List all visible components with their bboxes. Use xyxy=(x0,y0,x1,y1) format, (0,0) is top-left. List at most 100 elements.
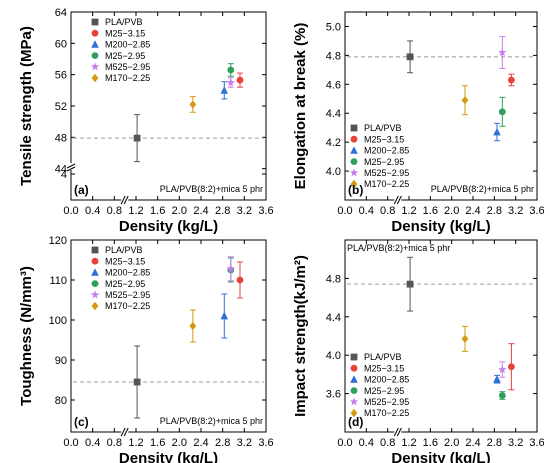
legend-marker xyxy=(350,353,358,361)
legend-entry: M170−2.25 xyxy=(105,73,150,83)
legend-entry: M25−3.15 xyxy=(364,363,404,373)
x-tick-label: 3.2 xyxy=(237,437,252,449)
x-tick-label: 1.2 xyxy=(401,437,416,449)
data-point-m525-2-95 xyxy=(226,256,235,282)
x-tick-label: 2.8 xyxy=(487,205,502,217)
x-tick-label: 0.4 xyxy=(85,205,100,217)
y-axis-title: Tensile strength (MPa) xyxy=(18,26,35,186)
data-point-pla-pvb xyxy=(133,345,141,419)
legend-marker xyxy=(91,40,99,48)
legend-marker xyxy=(350,387,358,394)
legend-entry: PLA/PVB xyxy=(105,245,143,255)
x-tick-label: 0.4 xyxy=(359,437,374,449)
x-tick-label: 3.2 xyxy=(508,437,523,449)
legend-marker xyxy=(350,146,358,154)
y-tick-label: 48 xyxy=(55,132,67,144)
data-marker xyxy=(508,76,515,84)
x-tick-label: 2.4 xyxy=(465,205,480,217)
data-point-m200-2-85 xyxy=(493,374,501,384)
chart-panel-c: 0.0 0.4 0.8 1.2 1.6 2.0 2.4 2.8 3.2 3.6 80 90 100 110… xyxy=(18,235,274,463)
data-marker xyxy=(406,53,414,61)
x-tick-label: 0.8 xyxy=(107,437,122,449)
y-tick-label: 5.0 xyxy=(326,21,341,33)
y-tick-label: 4.6 xyxy=(326,79,341,91)
data-point-m25-3-15 xyxy=(236,72,244,88)
legend-entry: PLA/PVB xyxy=(364,123,402,133)
chart-panel-a: 0.0 0.4 0.8 1.2 1.6 2.0 2.4 2.8 3.2 3.6 444 48 52 56 6… xyxy=(18,7,274,235)
x-axis-break-gap xyxy=(394,197,402,203)
x-tick-label: 0.0 xyxy=(337,205,352,217)
data-point-m525-2-95 xyxy=(498,361,507,378)
data-point-m25-3-15 xyxy=(508,343,515,391)
data-marker xyxy=(461,96,469,105)
x-tick-label: 0.8 xyxy=(380,205,395,217)
y-tick-label: 4.8 xyxy=(326,50,341,62)
legend-entry: M170−2.25 xyxy=(105,301,150,311)
y-tick-label: 4.0 xyxy=(326,166,341,178)
data-marker xyxy=(133,134,141,142)
legend-entry: M25−2.95 xyxy=(105,279,145,289)
legend-entry: M25−2.95 xyxy=(364,157,404,167)
y-axis-title: Toughness (N/mm³) xyxy=(18,266,35,406)
y-tick-label: 80 xyxy=(55,395,67,407)
legend-marker xyxy=(350,375,358,383)
legend-entry: M525−2.95 xyxy=(105,62,150,72)
legend-marker xyxy=(350,135,358,143)
plot-frame xyxy=(70,11,267,201)
x-axis-title: Density (kg/L) xyxy=(391,450,490,463)
legend-entry: PLA/PVB xyxy=(105,17,143,27)
y-tick-label: 4 xyxy=(61,169,67,181)
legend-marker xyxy=(91,52,99,59)
y-tick-label: 60 xyxy=(55,38,67,50)
data-point-m25-2-95 xyxy=(498,96,506,127)
x-axis-title: Density (kg/L) xyxy=(391,218,490,235)
data-point-m25-2-95 xyxy=(498,391,506,400)
legend-entry: M170−2.25 xyxy=(364,179,409,189)
chart-panel-b: 0.0 0.4 0.8 1.2 1.6 2.0 2.4 2.8 3.2 3.6 4.0 4.2 4.4 4… xyxy=(292,11,545,235)
data-marker xyxy=(236,76,244,84)
y-tick-label: 100 xyxy=(49,315,67,327)
data-marker xyxy=(226,78,235,87)
y-axis-break-mark xyxy=(66,166,76,172)
legend-marker xyxy=(91,18,99,26)
x-axis-break-mark xyxy=(393,195,399,205)
legend-entry: M525−2.95 xyxy=(105,290,150,300)
data-point-m170-2-25 xyxy=(461,85,469,116)
data-point-m25-3-15 xyxy=(508,73,515,87)
chart-panel-d: 0.0 0.4 0.8 1.2 1.6 2.0 2.4 2.8 3.2 3.6 3.6 4.0 4.4 4… xyxy=(292,239,545,463)
x-axis-break-mark xyxy=(396,427,402,437)
x-axis-break-gap xyxy=(121,429,129,435)
x-tick-label: 0.0 xyxy=(337,437,352,449)
x-axis-break-gap xyxy=(394,429,402,435)
legend-marker xyxy=(350,364,358,372)
x-tick-label: 1.2 xyxy=(128,437,143,449)
x-tick-label: 0.0 xyxy=(63,437,78,449)
x-axis-title: Density (kg/L) xyxy=(119,218,218,235)
x-tick-label: 2.0 xyxy=(172,437,187,449)
y-tick-label: 120 xyxy=(49,235,67,247)
data-point-m200-2-85 xyxy=(220,293,229,339)
x-tick-label: 0.0 xyxy=(63,205,78,217)
y-tick-label: 4.4 xyxy=(326,312,341,324)
legend-marker xyxy=(91,280,99,287)
legend-marker xyxy=(350,179,358,189)
panel-label: (b) xyxy=(348,183,363,197)
data-marker xyxy=(226,264,235,273)
y-tick-label: 3.6 xyxy=(326,389,341,401)
legend-marker xyxy=(90,290,100,299)
y-axis-title: Impact strength(kJ/m²) xyxy=(292,255,309,417)
legend-entry: M200−2.85 xyxy=(364,375,409,385)
data-point-m170-2-25 xyxy=(461,325,469,352)
legend-marker xyxy=(349,397,359,406)
data-point-m170-2-25 xyxy=(189,309,197,343)
legend-marker xyxy=(91,268,99,276)
legend-entry: M525−2.95 xyxy=(364,168,409,178)
annotation-note: PLA/PVB(8:2)+mica 5 phr xyxy=(347,243,450,253)
legend-entry: M25−3.15 xyxy=(364,134,404,144)
data-point-m25-3-15 xyxy=(236,261,244,299)
legend-entry: M25−3.15 xyxy=(105,256,145,266)
annotation-note: PLA/PVB(8:2)+mica 5 phr xyxy=(431,184,534,194)
data-point-m525-2-95 xyxy=(226,77,235,88)
